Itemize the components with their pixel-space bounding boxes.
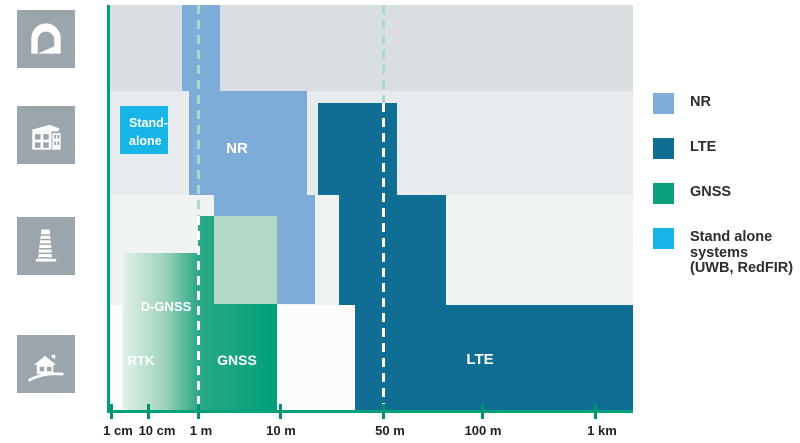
tick-100m [481,404,484,419]
standalone-swatch [653,228,674,249]
gnss-swatch [653,183,674,204]
lte-block-rural [355,305,633,410]
reference-line-50m-upper [381,5,385,103]
legend-standalone-line1: Stand alone [690,229,773,245]
house-icon [27,354,64,382]
tick-label-1cm: 1 cm [103,423,133,438]
gnss-label: GNSS [217,352,257,368]
nr-block-tunnel [182,5,220,91]
standalone-label-line2: alone [129,134,162,149]
legend-standalone-line2: systems [690,244,749,261]
tick-1m [197,404,200,419]
nr-block-indoor [189,91,307,195]
reference-line-1m-upper [196,5,200,216]
legend-label-lte: LTE [690,139,717,155]
tick-label-1km: 1 km [587,423,617,438]
rtk-label: RTK [127,353,155,368]
legend-label-standalone: Stand alone systems (UWB, RedFIR) [690,229,794,277]
env-tile-rural [17,335,75,393]
standalone-block: Stand- alone [120,106,168,154]
gnss-over-nr-overlay [214,216,277,304]
tick-50m [382,404,385,419]
tick-10m [279,404,282,419]
tick-1cm [110,404,113,419]
y-axis-line [107,5,110,413]
env-tile-building [17,106,75,164]
tunnel-icon [31,23,61,54]
dgnss-label: D-GNSS [140,299,192,314]
tick-label-100m: 100 m [464,423,502,438]
lte-swatch [653,138,674,159]
standalone-label-line1: Stand- [129,116,168,130]
rtk-dgnss-gradient-block [123,253,198,410]
lte-block-indoor [318,103,397,195]
lte-label: LTE [466,351,494,368]
lte-block-urban [339,195,446,305]
nr-swatch [653,93,674,114]
tick-10cm [147,404,150,419]
nr-label: NR [226,140,248,157]
tick-label-50m: 50 m [375,423,405,438]
legend-label-gnss: GNSS [690,184,732,200]
tick-1km [594,404,597,419]
building-icon [32,124,61,150]
env-tile-tunnel [17,10,75,68]
x-axis-line [107,410,633,413]
tick-label-10m: 10 m [266,423,296,438]
env-tile-urban [17,217,75,275]
tick-label-10cm: 10 cm [138,423,176,438]
legend-label-nr: NR [690,94,711,110]
skyscraper-icon [35,229,57,262]
reference-line-1m-lower [196,216,200,410]
legend-standalone-line3: (UWB, RedFIR) [690,260,794,276]
reference-line-50m-lower [381,103,385,410]
tick-label-1m: 1 m [189,423,213,438]
